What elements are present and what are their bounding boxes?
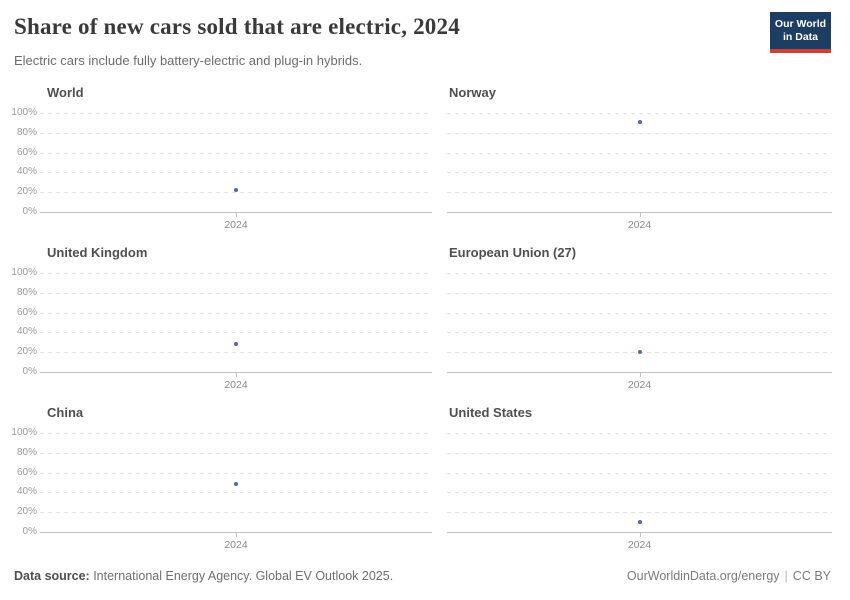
y-axis-tick-label: 0% bbox=[22, 206, 37, 217]
y-axis-tick-label: 20% bbox=[16, 186, 37, 198]
data-point[interactable] bbox=[637, 350, 642, 355]
footer-source: Data source: International Energy Agency… bbox=[14, 569, 393, 583]
gridline bbox=[40, 273, 432, 274]
x-axis-tick-label: 2024 bbox=[224, 379, 248, 391]
page-title: Share of new cars sold that are electric… bbox=[14, 14, 460, 39]
x-axis-line bbox=[40, 371, 432, 373]
gridline bbox=[40, 472, 432, 474]
gridline bbox=[40, 192, 432, 194]
y-axis-tick-label: 20% bbox=[16, 346, 37, 358]
x-axis-tick bbox=[639, 533, 641, 537]
y-axis-tick-label: 60% bbox=[16, 146, 37, 158]
gridline bbox=[40, 152, 432, 154]
y-axis-tick-label: 80% bbox=[16, 126, 37, 138]
owid-logo-line1: Our World bbox=[774, 18, 827, 30]
x-axis-line bbox=[447, 531, 832, 533]
gridline bbox=[40, 132, 432, 134]
x-axis-tick-label: 2024 bbox=[224, 539, 248, 551]
gridline bbox=[40, 332, 432, 334]
x-axis-tick-label: 2024 bbox=[224, 219, 248, 231]
data-point[interactable] bbox=[637, 119, 642, 124]
x-axis-tick bbox=[639, 373, 641, 377]
x-axis-line bbox=[40, 211, 432, 213]
data-point[interactable] bbox=[234, 188, 238, 193]
y-axis-tick-label: 40% bbox=[16, 486, 37, 498]
source-label: Data source: bbox=[14, 569, 90, 583]
footer-site-link[interactable]: OurWorldinData.org/energy bbox=[626, 569, 780, 583]
facet-title: United States bbox=[449, 405, 533, 420]
y-axis-tick-label: 60% bbox=[16, 466, 37, 478]
y-axis-tick-label: 100% bbox=[11, 427, 37, 438]
gridline bbox=[40, 172, 432, 174]
gridline bbox=[447, 292, 832, 294]
gridline bbox=[447, 472, 832, 474]
x-axis-line bbox=[447, 371, 832, 373]
gridline bbox=[40, 433, 432, 434]
y-axis-tick-label: 40% bbox=[16, 166, 37, 178]
owid-logo-line2: in Data bbox=[782, 31, 818, 43]
gridline bbox=[447, 512, 832, 514]
gridline bbox=[40, 312, 432, 314]
footer-license[interactable]: CC BY bbox=[792, 569, 831, 583]
facet-title: European Union (27) bbox=[449, 245, 577, 260]
gridline bbox=[447, 452, 832, 454]
x-axis-tick bbox=[639, 213, 641, 217]
y-axis-tick-label: 40% bbox=[16, 326, 37, 338]
gridline bbox=[447, 192, 832, 194]
gridline bbox=[447, 132, 832, 134]
data-point[interactable] bbox=[234, 482, 238, 487]
gridline bbox=[40, 292, 432, 294]
gridline bbox=[40, 352, 432, 354]
y-axis-tick-label: 100% bbox=[11, 107, 37, 118]
gridline bbox=[447, 433, 832, 434]
gridline bbox=[447, 172, 832, 174]
facet-title: United Kingdom bbox=[47, 245, 148, 260]
footer-separator: | bbox=[784, 569, 788, 583]
gridline bbox=[447, 332, 832, 334]
x-axis-tick-label: 2024 bbox=[627, 379, 652, 391]
x-axis-tick-label: 2024 bbox=[627, 219, 652, 231]
footer-meta: OurWorldinData.org/energy | CC BY bbox=[627, 569, 831, 583]
gridline bbox=[447, 312, 832, 314]
owid-logo[interactable]: Our World in Data bbox=[770, 12, 831, 53]
source-text: International Energy Agency. Global EV O… bbox=[89, 569, 394, 583]
page-subtitle: Electric cars include fully battery-elec… bbox=[14, 53, 363, 68]
x-axis-tick-label: 2024 bbox=[627, 539, 652, 551]
gridline bbox=[40, 492, 432, 494]
x-axis-tick bbox=[236, 213, 237, 217]
gridline bbox=[40, 512, 432, 514]
x-axis-line bbox=[40, 531, 432, 533]
gridline bbox=[447, 492, 832, 494]
y-axis-tick-label: 0% bbox=[22, 526, 37, 537]
y-axis-tick-label: 80% bbox=[16, 286, 37, 298]
gridline bbox=[447, 152, 832, 154]
y-axis-tick-label: 80% bbox=[16, 446, 37, 458]
facet-title: Norway bbox=[449, 85, 496, 100]
gridline bbox=[40, 113, 432, 114]
gridline bbox=[447, 113, 832, 114]
y-axis-tick-label: 60% bbox=[16, 306, 37, 318]
data-point[interactable] bbox=[637, 520, 642, 525]
x-axis-tick bbox=[236, 373, 237, 377]
y-axis-tick-label: 20% bbox=[16, 506, 37, 518]
data-point[interactable] bbox=[234, 342, 238, 347]
x-axis-line bbox=[447, 211, 832, 213]
facet-title: World bbox=[47, 85, 84, 100]
y-axis-tick-label: 0% bbox=[22, 366, 37, 377]
y-axis-tick-label: 100% bbox=[11, 267, 37, 278]
gridline bbox=[447, 273, 832, 274]
gridline bbox=[40, 452, 432, 454]
x-axis-tick bbox=[236, 533, 237, 537]
facet-title: China bbox=[47, 405, 84, 420]
